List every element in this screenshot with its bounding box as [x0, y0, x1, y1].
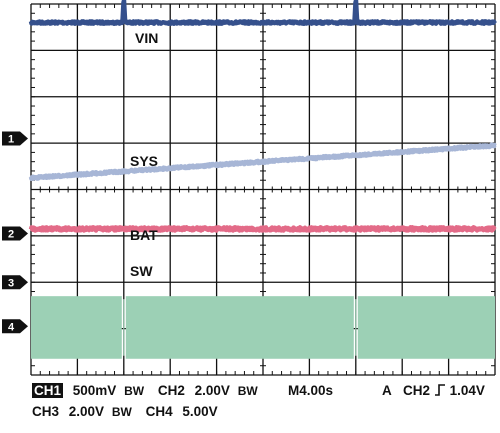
channel-marker-2: 2	[2, 226, 28, 241]
trace-label-bat: BAT	[130, 227, 158, 243]
timebase: M4.00s	[288, 383, 334, 398]
ch2-label: CH2	[157, 383, 185, 398]
ch4-scale: 5.00V	[182, 404, 218, 419]
trace-label-vin: VIN	[135, 30, 158, 46]
ch1-scale: 500mV	[72, 383, 117, 398]
ch2-bw-b: B	[237, 384, 247, 398]
trace-sys	[28, 142, 497, 182]
traces	[28, 0, 497, 359]
trace-label-sys: SYS	[130, 153, 158, 169]
ch1-label: CH1	[32, 383, 64, 398]
channel-marker-number: 3	[8, 277, 14, 289]
ch3-bw-w: W	[120, 405, 132, 419]
oscilloscope-screen: 1 2 3 4 VIN SYS BAT SW	[2, 0, 497, 376]
trace-bat	[28, 225, 497, 233]
ch1-bw-b: B	[124, 384, 133, 398]
channel-marker-3: 3	[2, 275, 28, 290]
channel-marker-1: 1	[2, 131, 28, 146]
scope-readout: CH1 500mV BW CH2 2.00V BW M4.00s A CH2 1…	[0, 383, 500, 433]
trace-vin	[28, 0, 497, 26]
trigger-level: 1.04V	[449, 383, 485, 398]
trigger-info: A CH2 1.04V	[382, 383, 485, 398]
trace-labels: VIN SYS BAT SW	[130, 30, 158, 279]
ch3-scale: 2.00V	[68, 404, 105, 419]
ch1-bw-w: W	[132, 384, 145, 398]
trace-label-sw: SW	[130, 263, 153, 279]
channel-marker-4: 4	[2, 319, 28, 334]
trace-sw	[357, 296, 495, 359]
rising-edge-icon	[434, 384, 445, 396]
channel-marker-number: 4	[8, 321, 15, 333]
ch2-scale: 2.00V	[194, 383, 230, 398]
ch3-bw-b: B	[111, 405, 121, 419]
channel-marker-number: 1	[8, 133, 14, 145]
ch3-label: CH3	[32, 404, 60, 419]
trace-sw	[125, 296, 354, 359]
channel-marker-number: 2	[8, 229, 14, 241]
trigger-channel: CH2	[403, 383, 431, 398]
trace-sw	[31, 296, 122, 359]
ch2-bw-w: W	[246, 384, 258, 398]
readout-line-1: CH1 500mV BW CH2 2.00V BW	[32, 383, 258, 398]
ch4-label: CH4	[145, 404, 173, 419]
channel-markers: 1 2 3 4	[2, 131, 28, 334]
readout-line-2: CH3 2.00V BW CH4 5.00V	[32, 404, 218, 419]
trigger-mode: A	[382, 383, 392, 398]
